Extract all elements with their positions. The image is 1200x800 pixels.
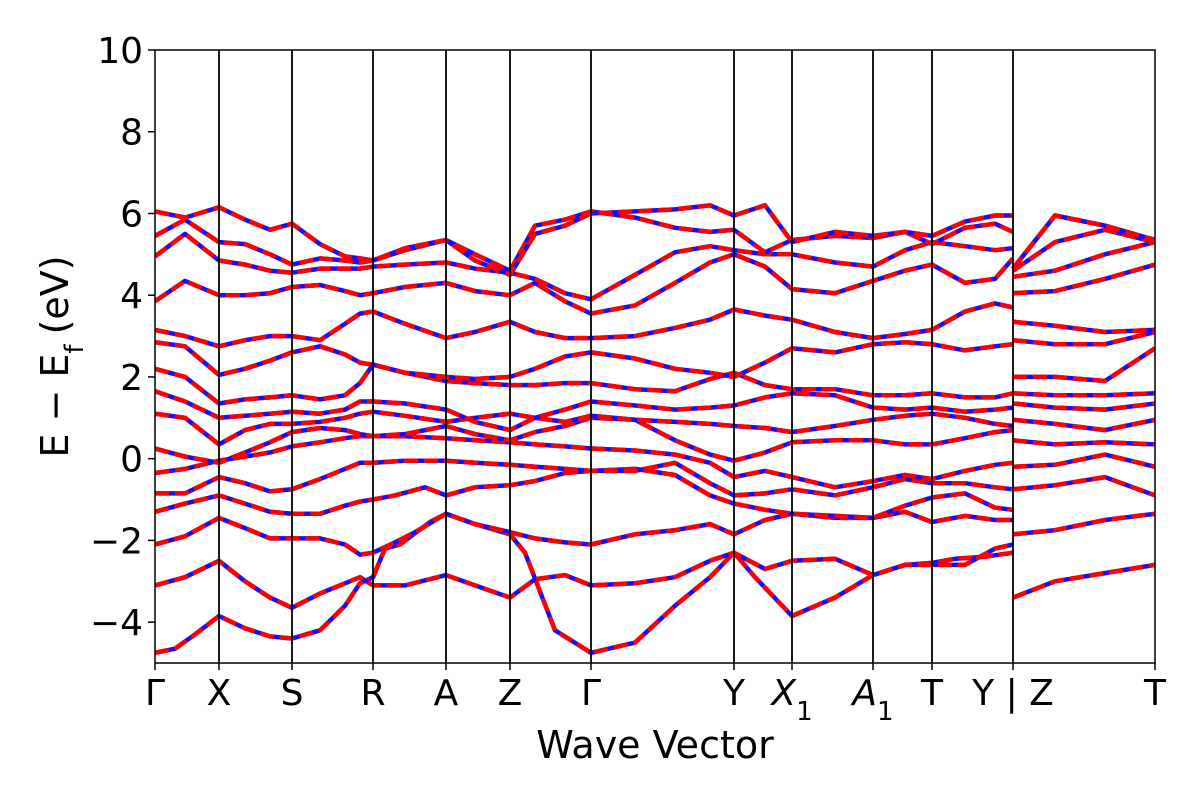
y-tick-label-4: 4 (120, 276, 143, 317)
band-1-seg-0-red (155, 542, 1014, 611)
y-tick-label-1: −2 (90, 521, 143, 562)
band-3-seg-0-blue (155, 466, 1014, 521)
band-2-seg-0-blue (155, 509, 1013, 557)
band-12-seg-1-red (1012, 239, 1155, 280)
band-9-seg-1-red (1012, 329, 1155, 347)
y-tick-label-7: 10 (97, 31, 143, 72)
x-tick-label-6: Γ (581, 673, 601, 714)
band-10-seg-0-red (155, 339, 1014, 382)
y-tick-label-0: −4 (90, 603, 143, 644)
x-tick-label-10: T (920, 673, 944, 714)
x-tick-label-12: T (1143, 673, 1167, 714)
band-0-seg-1-red (1012, 562, 1155, 600)
x-tick-label-main-6: Γ (581, 673, 601, 714)
x-tick-label-11: Y | Z (971, 673, 1054, 714)
band-9-seg-0-red (155, 362, 1014, 406)
band-10-seg-1-red (1012, 319, 1155, 335)
x-axis-label: Wave Vector (536, 723, 774, 767)
x-tick-label-main-0: Γ (145, 673, 165, 714)
x-tick-label-5: Z (498, 673, 523, 714)
band-15-seg-1-red (1011, 213, 1155, 270)
x-tick-label-main-3: R (360, 673, 385, 714)
band-3-seg-1-red (1012, 452, 1155, 470)
x-tick-label-main-2: S (281, 673, 304, 714)
x-tick-label-main-4: A (434, 673, 459, 714)
x-tick-label-main-7: Y (722, 673, 746, 714)
y-axis-label-sub: f (60, 344, 90, 354)
x-tick-label-sub-8: 1 (796, 697, 813, 727)
band-13-seg-0-red (155, 231, 1014, 302)
x-tick-label-0: Γ (145, 673, 165, 714)
x-tick-label-main-8: X (769, 673, 797, 714)
x-tick-label-8: X1 (769, 673, 812, 727)
band-6-seg-0-red (155, 415, 1014, 466)
band-2-seg-1-red (1012, 474, 1155, 498)
high-symmetry-lines (218, 50, 1014, 663)
x-tick-label-3: R (360, 673, 385, 714)
band-5-seg-1-red (1012, 417, 1155, 433)
band-3-seg-0-red (155, 466, 1014, 521)
band-11-seg-0-red (155, 301, 1014, 349)
band-13-seg-1-red (1011, 227, 1155, 273)
band-6-seg-1-red (1012, 401, 1155, 412)
band-8-seg-1-red (1013, 346, 1155, 384)
band-lines (155, 203, 1155, 656)
x-tick-label-sub-9: 1 (877, 697, 894, 727)
band-1-seg-0-blue (155, 542, 1014, 611)
x-tick-label-main-9: A (850, 673, 877, 714)
band-7-seg-1-red (1012, 391, 1155, 398)
x-tick-label-9: A1 (850, 673, 893, 727)
band-1-seg-1-red (1012, 511, 1155, 537)
x-tick-label-main-11: Y | Z (971, 673, 1054, 714)
band-12-seg-0-red (155, 252, 1015, 316)
y-axis-label-unit: (eV) (33, 255, 77, 334)
band-2-seg-0-red (155, 509, 1013, 557)
x-tick-label-4: A (434, 673, 459, 714)
y-axis-label: E − Ef (eV) (33, 255, 90, 457)
y-axis-label-main: E − E (33, 354, 77, 458)
x-tick-label-main-10: T (920, 673, 944, 714)
band-5-seg-0-blue (155, 433, 1014, 490)
band-4-seg-0-red (155, 458, 1014, 498)
x-tick-label-main-5: Z (498, 673, 523, 714)
band-7-seg-0-red (155, 409, 1014, 447)
band-9-seg-0-blue (155, 362, 1014, 406)
band-8-seg-0-red (155, 389, 1014, 433)
y-axis-ticks: −4 −2 0 2 4 6 8 10 (90, 31, 155, 644)
band-15-seg-0-red (155, 203, 1013, 278)
plot-frame (154, 49, 1156, 664)
y-tick-label-6: 8 (120, 113, 143, 154)
x-tick-label-1: X (207, 673, 232, 714)
x-tick-label-main-1: X (207, 673, 232, 714)
y-tick-label-3: 2 (120, 358, 143, 399)
x-tick-label-2: S (281, 673, 304, 714)
band-11-seg-1-red (1012, 262, 1155, 296)
x-tick-label-7: Y (722, 673, 746, 714)
band-10-seg-0-blue (155, 339, 1014, 382)
band-4-seg-1-red (1012, 438, 1155, 447)
y-tick-label-2: 0 (120, 440, 143, 481)
x-tick-label-main-12: T (1143, 673, 1167, 714)
y-tick-label-5: 6 (120, 194, 143, 235)
